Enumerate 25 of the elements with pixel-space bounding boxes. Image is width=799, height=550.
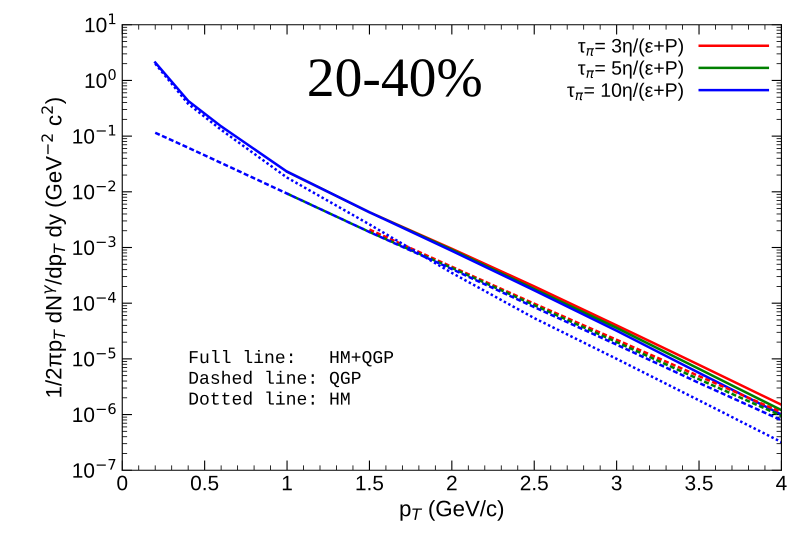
y-tick-label: 10$^{−6}$ xyxy=(73,403,116,422)
annotation: 20-40% xyxy=(309,59,481,97)
y-tick-label: 10$^{1}$ xyxy=(86,14,116,32)
x-tick-label: 0.5 xyxy=(190,476,218,490)
x-tick-label: 2 xyxy=(447,476,457,490)
y-tick-label: 10$^{−7}$ xyxy=(73,459,116,478)
annotation: Full line: HM+QGP Dashed line: QGP Dotted line: HM xyxy=(190,350,394,405)
x-tick-label: 3.5 xyxy=(685,476,713,490)
y-tick-label: 10$^{0}$ xyxy=(86,69,116,88)
x-tick-label: 2.5 xyxy=(520,476,548,490)
y-tick-label: 10$^{−2}$ xyxy=(73,180,116,200)
x-tick-label: 1.5 xyxy=(356,476,384,490)
x-tick-label: 4 xyxy=(776,476,787,490)
x-tick-label: 0 xyxy=(117,476,128,490)
y-tick-label: 10$^{−5}$ xyxy=(73,348,116,366)
y-tick-label: 10$^{−1}$ xyxy=(73,124,116,144)
legend-label: τ$_{π}$= 3η/(ε+P) xyxy=(578,38,683,56)
x-tick-label: 3 xyxy=(612,476,622,490)
x-axis-title: p$_{T}$ (GeV/c) xyxy=(400,500,504,521)
text: 1/2πp$_{T}$ dN$^{γ}$/dp$_{T}$ dy (GeV$^{−2}$ c$^{2}$) xyxy=(41,98,66,397)
x-tick-label: 1 xyxy=(282,476,292,490)
y-tick-label: 10$^{−4}$ xyxy=(73,292,116,311)
y-tick-label: 10$^{−3}$ xyxy=(73,236,116,256)
legend-label: τ$_{π}$= 10η/(ε+P) xyxy=(567,82,683,101)
legend-label: τ$_{π}$= 5η/(ε+P) xyxy=(578,60,683,79)
